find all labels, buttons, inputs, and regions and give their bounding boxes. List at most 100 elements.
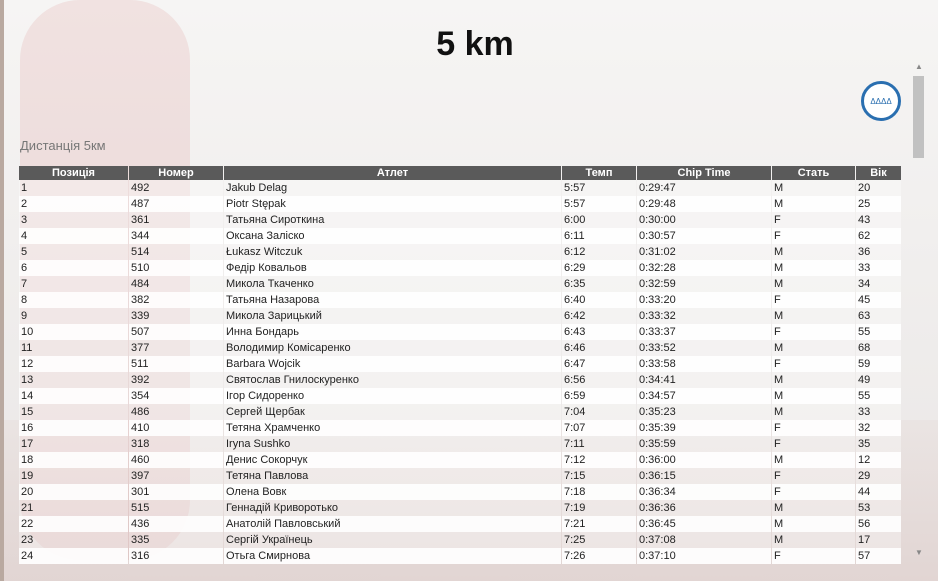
cell-bib: 511: [129, 356, 223, 372]
cell-age: 20: [856, 180, 901, 196]
logo-runners-icon: ΔΔΔΔ: [870, 96, 892, 106]
cell-pace: 5:57: [562, 196, 636, 212]
cell-gender: M: [772, 180, 855, 196]
table-row: 5 514 Łukasz Witczuk 6:12 0:31:02 M 36: [19, 244, 901, 260]
cell-athlete: Анатолій Павловський: [224, 516, 561, 532]
cell-chip-time: 0:32:28: [637, 260, 771, 276]
cell-bib: 410: [129, 420, 223, 436]
cell-athlete: Володимир Комісаренко: [224, 340, 561, 356]
table-row: 19 397 Тетяна Павлова 7:15 0:36:15 F 29: [19, 468, 901, 484]
cell-age: 53: [856, 500, 901, 516]
cell-bib: 487: [129, 196, 223, 212]
cell-position: 17: [19, 436, 128, 452]
cell-chip-time: 0:30:57: [637, 228, 771, 244]
cell-position: 10: [19, 324, 128, 340]
col-pace[interactable]: Темп: [562, 166, 636, 180]
cell-chip-time: 0:30:00: [637, 212, 771, 228]
cell-chip-time: 0:35:23: [637, 404, 771, 420]
cell-position: 21: [19, 500, 128, 516]
cell-position: 16: [19, 420, 128, 436]
scroll-up-icon[interactable]: ▲: [915, 62, 923, 71]
col-bib[interactable]: Номер: [129, 166, 223, 180]
cell-bib: 514: [129, 244, 223, 260]
cell-chip-time: 0:36:45: [637, 516, 771, 532]
cell-gender: F: [772, 468, 855, 484]
cell-athlete: Barbara Wojcik: [224, 356, 561, 372]
cell-pace: 7:18: [562, 484, 636, 500]
cell-bib: 335: [129, 532, 223, 548]
col-athlete[interactable]: Атлет: [224, 166, 561, 180]
cell-position: 12: [19, 356, 128, 372]
cell-gender: M: [772, 532, 855, 548]
col-chip-time[interactable]: Chip Time: [637, 166, 771, 180]
distance-subtitle: Дистанція 5км: [20, 138, 106, 153]
scrollbar[interactable]: ▲ ▼: [912, 62, 926, 562]
cell-gender: F: [772, 212, 855, 228]
cell-gender: M: [772, 388, 855, 404]
cell-athlete: Łukasz Witczuk: [224, 244, 561, 260]
table-row: 9 339 Микола Зарицький 6:42 0:33:32 M 63: [19, 308, 901, 324]
table-row: 18 460 Денис Сокорчук 7:12 0:36:00 M 12: [19, 452, 901, 468]
cell-gender: F: [772, 324, 855, 340]
event-logo: ΔΔΔΔ: [861, 81, 901, 121]
cell-chip-time: 0:35:59: [637, 436, 771, 452]
cell-chip-time: 0:36:00: [637, 452, 771, 468]
cell-gender: F: [772, 484, 855, 500]
cell-athlete: Сергей Щербак: [224, 404, 561, 420]
cell-chip-time: 0:37:08: [637, 532, 771, 548]
col-age[interactable]: Вік: [856, 166, 901, 180]
table-row: 14 354 Ігор Сидоренко 6:59 0:34:57 M 55: [19, 388, 901, 404]
cell-pace: 7:25: [562, 532, 636, 548]
cell-chip-time: 0:32:59: [637, 276, 771, 292]
cell-age: 49: [856, 372, 901, 388]
cell-gender: F: [772, 436, 855, 452]
cell-age: 17: [856, 532, 901, 548]
table-row: 3 361 Татьяна Сироткина 6:00 0:30:00 F 43: [19, 212, 901, 228]
cell-bib: 301: [129, 484, 223, 500]
cell-age: 34: [856, 276, 901, 292]
cell-athlete: Геннадій Криворотько: [224, 500, 561, 516]
cell-bib: 377: [129, 340, 223, 356]
cell-bib: 339: [129, 308, 223, 324]
cell-pace: 6:35: [562, 276, 636, 292]
table-row: 16 410 Тетяна Храмченко 7:07 0:35:39 F 32: [19, 420, 901, 436]
cell-pace: 7:19: [562, 500, 636, 516]
scroll-thumb[interactable]: [913, 76, 924, 158]
cell-athlete: Сергій Українець: [224, 532, 561, 548]
cell-pace: 6:11: [562, 228, 636, 244]
cell-athlete: Микола Зарицький: [224, 308, 561, 324]
cell-chip-time: 0:36:36: [637, 500, 771, 516]
cell-pace: 6:29: [562, 260, 636, 276]
cell-chip-time: 0:33:52: [637, 340, 771, 356]
cell-athlete: Piotr Stępak: [224, 196, 561, 212]
cell-chip-time: 0:37:10: [637, 548, 771, 564]
cell-chip-time: 0:36:34: [637, 484, 771, 500]
cell-pace: 5:57: [562, 180, 636, 196]
cell-chip-time: 0:29:48: [637, 196, 771, 212]
cell-age: 55: [856, 324, 901, 340]
cell-athlete: Татьяна Сироткина: [224, 212, 561, 228]
cell-athlete: Тетяна Павлова: [224, 468, 561, 484]
cell-age: 32: [856, 420, 901, 436]
cell-athlete: Оксана Заліско: [224, 228, 561, 244]
cell-age: 44: [856, 484, 901, 500]
cell-age: 68: [856, 340, 901, 356]
scroll-down-icon[interactable]: ▼: [915, 548, 923, 557]
table-row: 6 510 Федір Ковальов 6:29 0:32:28 M 33: [19, 260, 901, 276]
cell-gender: M: [772, 500, 855, 516]
cell-gender: M: [772, 276, 855, 292]
cell-gender: M: [772, 196, 855, 212]
table-row: 11 377 Володимир Комісаренко 6:46 0:33:52 M 68: [19, 340, 901, 356]
cell-chip-time: 0:33:32: [637, 308, 771, 324]
table-row: 12 511 Barbara Wojcik 6:47 0:33:58 F 59: [19, 356, 901, 372]
cell-chip-time: 0:33:20: [637, 292, 771, 308]
cell-pace: 6:59: [562, 388, 636, 404]
cell-position: 6: [19, 260, 128, 276]
cell-age: 29: [856, 468, 901, 484]
col-position[interactable]: Позиція: [19, 166, 128, 180]
col-gender[interactable]: Стать: [772, 166, 855, 180]
cell-position: 11: [19, 340, 128, 356]
cell-gender: M: [772, 340, 855, 356]
cell-position: 13: [19, 372, 128, 388]
cell-position: 15: [19, 404, 128, 420]
